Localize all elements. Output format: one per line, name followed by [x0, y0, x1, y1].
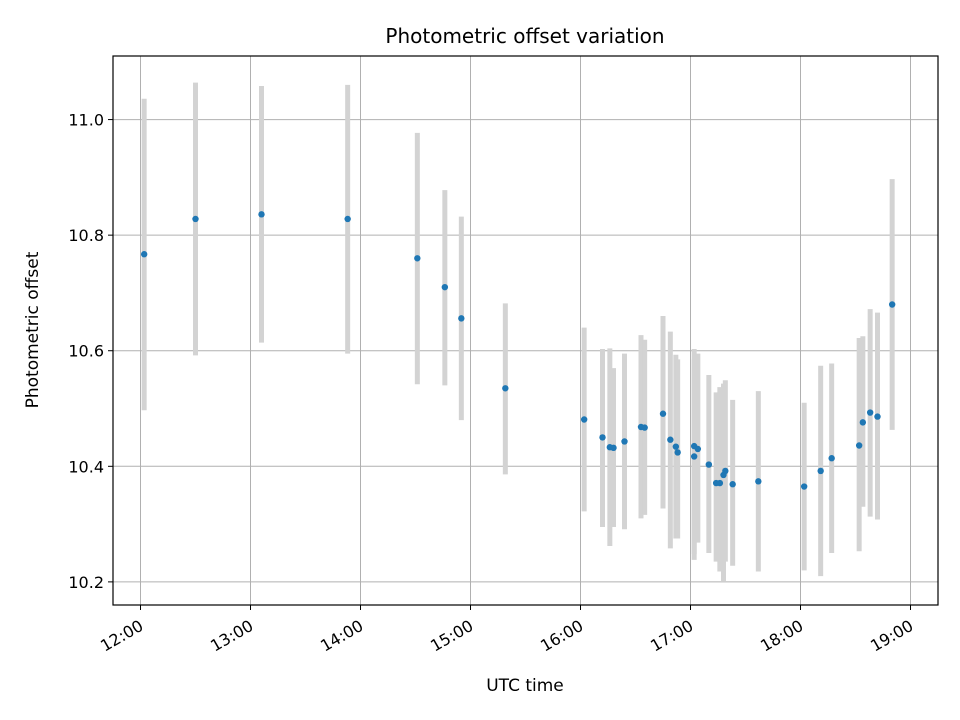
y-tick-label: 10.8 [68, 226, 104, 245]
plot-frame [112, 55, 939, 606]
data-point [441, 283, 449, 291]
data-point [674, 449, 681, 456]
point-layer [140, 211, 896, 490]
grid-layer [113, 56, 938, 605]
data-point [828, 455, 835, 462]
data-point [874, 413, 881, 420]
data-point [866, 409, 874, 416]
data-point [755, 478, 762, 485]
data-point [672, 443, 680, 450]
data-point [621, 438, 628, 445]
data-point [705, 461, 713, 468]
y-tick-label: 10.2 [68, 573, 104, 592]
data-point [729, 481, 736, 488]
data-point [610, 444, 617, 452]
y-axis-ticks: 10.2 10.4 10.6 10.8 11.0 [68, 111, 113, 592]
data-point [414, 255, 421, 262]
y-tick-label: 11.0 [68, 111, 104, 130]
data-point [716, 479, 724, 487]
x-axis-title: UTC time [486, 676, 564, 696]
data-point [258, 211, 265, 218]
chart-title: Photometric offset variation [385, 24, 664, 48]
data-point [800, 483, 808, 490]
data-point [580, 416, 588, 423]
data-point [659, 410, 667, 417]
data-point [694, 445, 702, 453]
data-point [722, 467, 729, 475]
data-point [641, 424, 648, 431]
data-point [502, 385, 509, 392]
data-point [344, 215, 351, 223]
y-tick-label: 10.6 [68, 342, 104, 361]
data-point [690, 453, 698, 460]
y-axis-title: Photometric offset [23, 251, 43, 408]
data-point [888, 301, 896, 308]
data-point [817, 467, 824, 475]
data-point [140, 251, 148, 258]
data-point [855, 442, 863, 449]
data-point [192, 215, 199, 223]
y-tick-label: 10.4 [68, 457, 104, 476]
data-point [859, 419, 867, 426]
data-point [458, 315, 465, 322]
data-point [599, 434, 606, 441]
data-point [667, 436, 674, 443]
